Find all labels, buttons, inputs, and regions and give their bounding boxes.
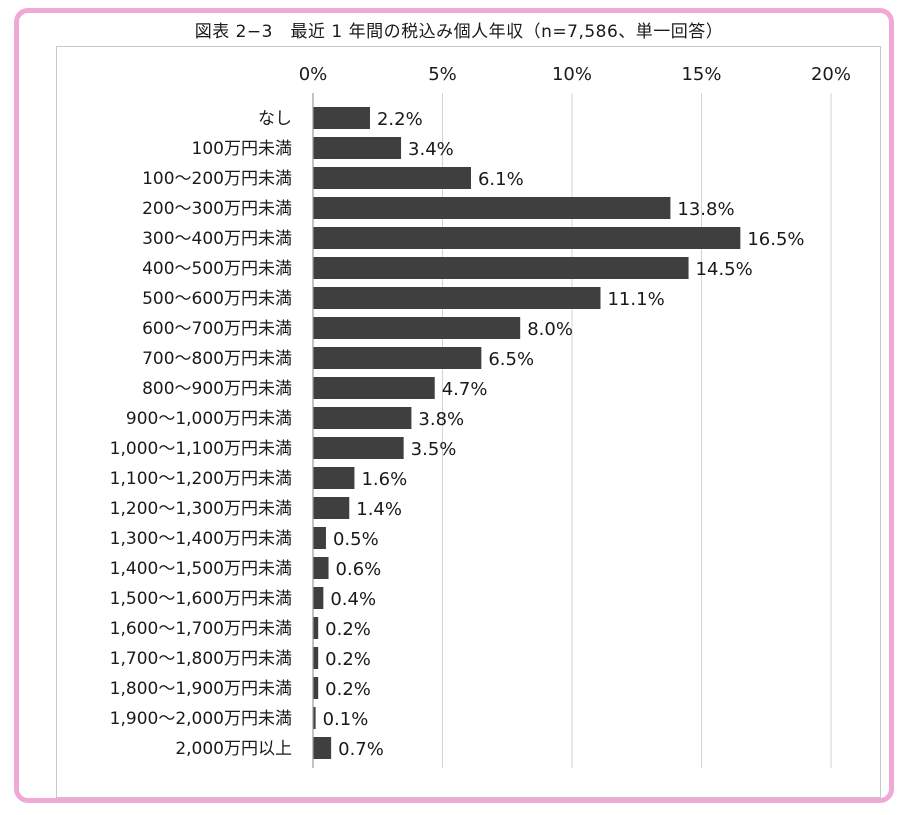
category-label: 300～400万円未満 [142, 229, 292, 249]
bar [313, 437, 404, 459]
bar [313, 587, 324, 609]
value-label: 3.8% [418, 409, 464, 430]
category-label: 1,800～1,900万円未満 [110, 679, 292, 699]
bar [313, 527, 326, 549]
category-label: 1,600～1,700万円未満 [110, 619, 292, 639]
value-label: 13.8% [677, 199, 734, 220]
bar [313, 557, 329, 579]
value-label: 16.5% [747, 229, 804, 250]
value-label: 0.2% [325, 679, 371, 700]
value-label: 4.7% [442, 379, 488, 400]
value-label: 0.1% [323, 709, 369, 730]
bar [313, 167, 471, 189]
category-label: 700～800万円未満 [142, 349, 292, 369]
bar [313, 227, 741, 249]
category-label: 600～700万円未満 [142, 319, 292, 339]
bar [313, 707, 316, 729]
value-label: 0.4% [330, 589, 376, 610]
x-tick-label: 5% [428, 64, 457, 85]
value-label: 3.5% [411, 439, 457, 460]
value-label: 14.5% [696, 259, 753, 280]
bar [313, 107, 370, 129]
value-label: 0.5% [333, 529, 379, 550]
chart-frame: 図表 2−3 最近 1 年間の税込み個人年収（n=7,586、単一回答） [14, 8, 894, 803]
value-label: 1.4% [356, 499, 402, 520]
value-label: 0.6% [336, 559, 382, 580]
chart-title: 図表 2−3 最近 1 年間の税込み個人年収（n=7,586、単一回答） [194, 22, 724, 42]
category-label: 100万円未満 [192, 139, 292, 159]
category-label: なし [258, 109, 292, 129]
value-label: 6.5% [488, 349, 534, 370]
bar [313, 647, 319, 669]
value-label: 11.1% [607, 289, 664, 310]
bar [313, 317, 521, 339]
bar [313, 407, 412, 429]
value-label: 0.2% [325, 649, 371, 670]
x-tick-label: 10% [552, 64, 592, 85]
category-label: 1,900～2,000万円未満 [110, 709, 292, 729]
category-label: 1,200～1,300万円未満 [110, 499, 292, 519]
bar [313, 377, 435, 399]
category-label: 800～900万円未満 [142, 379, 292, 399]
value-label: 2.2% [377, 109, 423, 130]
bar [313, 497, 350, 519]
bar [313, 347, 482, 369]
bar [313, 137, 402, 159]
bar [313, 737, 332, 759]
bar [313, 617, 319, 639]
category-label: 2,000万円以上 [175, 739, 292, 759]
bar [313, 287, 601, 309]
category-label: 400～500万円未満 [142, 259, 292, 279]
category-label: 1,700～1,800万円未満 [110, 649, 292, 669]
x-tick-label: 15% [681, 64, 721, 85]
category-label: 1,000～1,100万円未満 [110, 439, 292, 459]
value-label: 1.6% [361, 469, 407, 490]
category-label: 1,500～1,600万円未満 [110, 589, 292, 609]
category-label: 900～1,000万円未満 [126, 409, 292, 429]
value-label: 0.7% [338, 739, 384, 760]
x-tick-label: 20% [811, 64, 851, 85]
category-label: 200～300万円未満 [142, 199, 292, 219]
value-label: 3.4% [408, 139, 454, 160]
value-label: 6.1% [478, 169, 524, 190]
category-label: 500～600万円未満 [142, 289, 292, 309]
category-label: 1,100～1,200万円未満 [110, 469, 292, 489]
bar [313, 257, 689, 279]
bar [313, 677, 319, 699]
value-label: 8.0% [527, 319, 573, 340]
bar [313, 467, 355, 489]
category-label: 1,300～1,400万円未満 [110, 529, 292, 549]
category-label: 1,400～1,500万円未満 [110, 559, 292, 579]
bar [313, 197, 671, 219]
value-label: 0.2% [325, 619, 371, 640]
category-label: 100～200万円未満 [142, 169, 292, 189]
x-tick-label: 0% [299, 64, 328, 85]
